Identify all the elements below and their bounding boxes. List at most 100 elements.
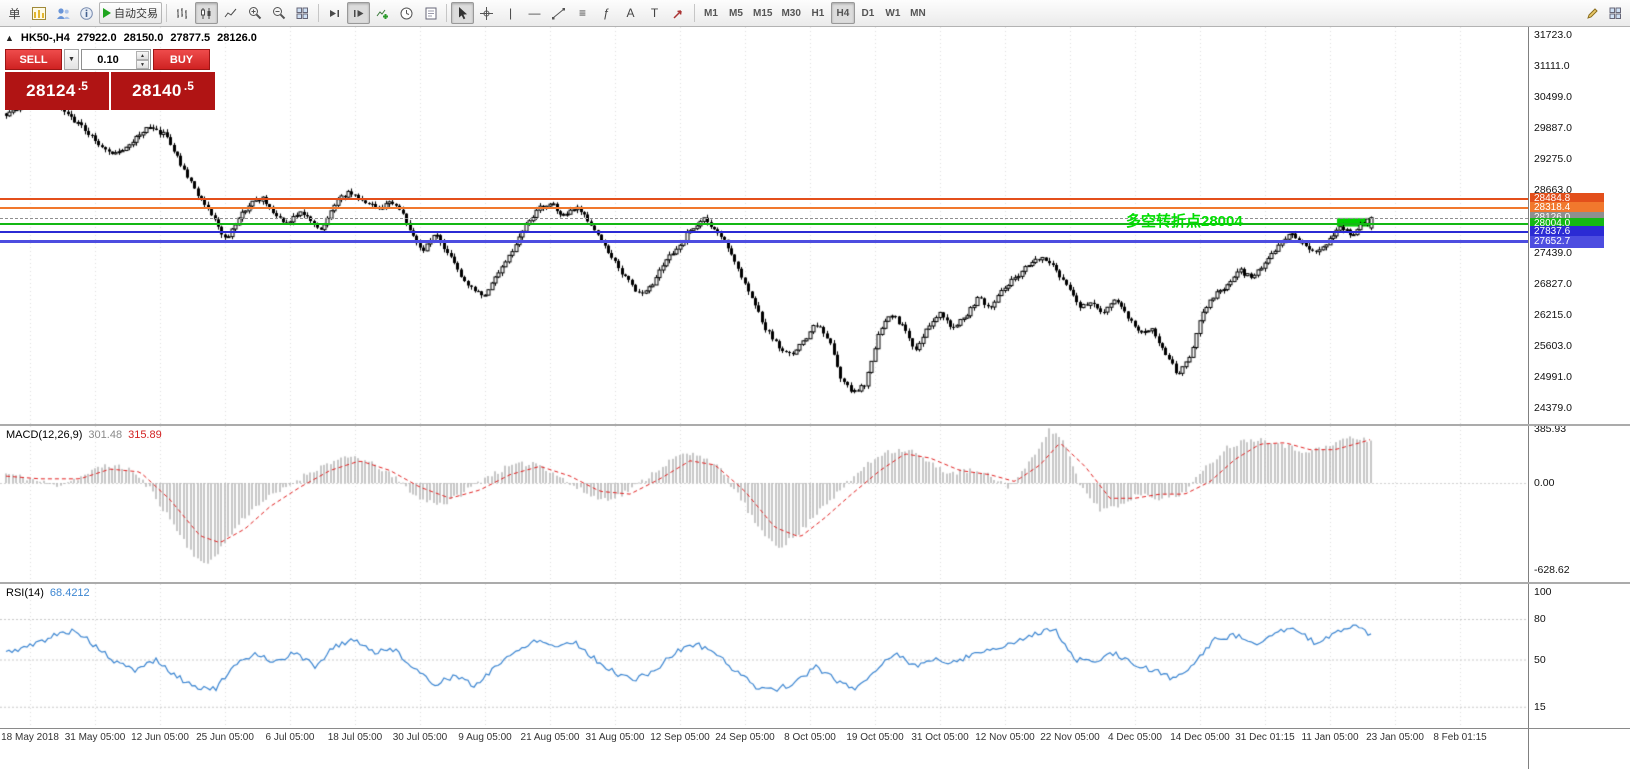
indicator-add-icon bbox=[376, 7, 389, 20]
buy-price-sup: .5 bbox=[183, 79, 194, 93]
new-order-button[interactable]: 单 bbox=[3, 2, 26, 24]
line-mode-button[interactable] bbox=[219, 2, 242, 24]
chart-window-button[interactable] bbox=[27, 2, 50, 24]
hline-28318.4[interactable] bbox=[0, 206, 1528, 209]
periods-button[interactable] bbox=[395, 2, 418, 24]
price-tick-26215.0: 26215.0 bbox=[1534, 308, 1572, 321]
time-tick-9: 31 Aug 05:00 bbox=[585, 732, 645, 743]
info-icon bbox=[80, 6, 93, 20]
buy-price-display[interactable]: 28140 .5 bbox=[111, 72, 215, 110]
price-scale[interactable]: 31723.0 31111.0 30499.0 29887.0 29275.0 28663… bbox=[1528, 27, 1630, 769]
fibonacci-label: ƒ bbox=[603, 6, 610, 20]
buy-button[interactable]: BUY bbox=[153, 49, 210, 70]
autotrade-button[interactable]: 自动交易 bbox=[99, 2, 162, 24]
timeframe-w1-button[interactable]: W1 bbox=[881, 2, 905, 24]
panel-divider-macd[interactable] bbox=[0, 424, 1630, 426]
toolbar-separator bbox=[318, 4, 319, 22]
template-icon bbox=[425, 7, 437, 20]
lot-size-input[interactable] bbox=[82, 53, 134, 66]
hline-28126.0[interactable] bbox=[0, 217, 1528, 219]
zoom-out-button[interactable] bbox=[267, 2, 290, 24]
cursor-button[interactable] bbox=[451, 2, 474, 24]
equidistant-channel-label: ≡ bbox=[578, 6, 586, 20]
chart-annotation-text[interactable]: 多空转折点28004 bbox=[1126, 212, 1243, 230]
timeframe-h4-button[interactable]: H4 bbox=[830, 2, 855, 24]
quick-edit-button[interactable] bbox=[1581, 2, 1604, 24]
trendline-button[interactable] bbox=[547, 2, 570, 24]
hline-27837.6[interactable] bbox=[0, 231, 1528, 234]
zoom-in-icon bbox=[248, 6, 262, 20]
text-button[interactable]: A bbox=[619, 2, 642, 24]
hline-27652.7[interactable] bbox=[0, 240, 1528, 244]
time-scale[interactable]: 18 May 2018 31 May 05:00 12 Jun 05:00 25 Ju… bbox=[0, 729, 1528, 769]
zoom-out-icon bbox=[272, 6, 286, 20]
time-tick-2: 12 Jun 05:00 bbox=[131, 732, 189, 743]
tile-windows-button[interactable] bbox=[291, 2, 314, 24]
timeframe-m5-button[interactable]: M5 bbox=[724, 2, 748, 24]
panel-divider-rsi[interactable] bbox=[0, 582, 1630, 584]
auto-scroll-button[interactable] bbox=[323, 2, 346, 24]
lot-decrease-button[interactable]: ▼ bbox=[136, 60, 149, 69]
timeframe-mn-button[interactable]: MN bbox=[906, 2, 930, 24]
macd-value: 301.48 bbox=[88, 429, 123, 441]
arrows-button[interactable] bbox=[667, 2, 690, 24]
time-tick-11: 24 Sep 05:00 bbox=[715, 732, 775, 743]
timeframe-h1-button[interactable]: H1 bbox=[806, 2, 830, 24]
fibonacci-button[interactable]: ƒ bbox=[595, 2, 618, 24]
equidistant-channel-button[interactable]: ≡ bbox=[571, 2, 594, 24]
buy-price-main: 28140 bbox=[132, 81, 182, 100]
rsi-panel-canvas[interactable] bbox=[0, 584, 1528, 728]
profiles-button[interactable] bbox=[51, 2, 74, 24]
data-window-button[interactable] bbox=[75, 2, 98, 24]
lot-increase-button[interactable]: ▲ bbox=[136, 51, 149, 60]
zoom-in-button[interactable] bbox=[243, 2, 266, 24]
timeframe-m1-button[interactable]: M1 bbox=[699, 2, 723, 24]
horizontal-line-button[interactable]: — bbox=[523, 2, 546, 24]
timeframe-m15-button[interactable]: M15 bbox=[749, 2, 776, 24]
price-tag-27652.7: 27652.7 bbox=[1530, 235, 1604, 248]
auto-scroll-icon bbox=[328, 7, 341, 20]
sell-button[interactable]: SELL bbox=[5, 49, 62, 70]
time-tick-5: 18 Jul 05:00 bbox=[327, 732, 383, 743]
rsi-tick-50: 50 bbox=[1534, 653, 1546, 666]
rsi-name: RSI(14) bbox=[6, 587, 44, 599]
templates-button[interactable] bbox=[419, 2, 442, 24]
toolbar-separator bbox=[446, 4, 447, 22]
one-click-trading-panel: SELL ▼ ▲ ▼ BUY 28124 .5 28140 .5 bbox=[5, 49, 217, 110]
sell-price-display[interactable]: 28124 .5 bbox=[5, 72, 109, 110]
price-tick-25603.0: 25603.0 bbox=[1534, 339, 1572, 352]
chart-window-icon bbox=[31, 6, 46, 20]
candles-icon bbox=[200, 7, 213, 20]
timeframe-m30-button[interactable]: M30 bbox=[777, 2, 804, 24]
time-tick-14: 31 Oct 05:00 bbox=[911, 732, 969, 743]
crosshair-button[interactable] bbox=[475, 2, 498, 24]
time-tick-3: 25 Jun 05:00 bbox=[196, 732, 254, 743]
crosshair-icon bbox=[480, 6, 493, 20]
time-tick-4: 6 Jul 05:00 bbox=[265, 732, 315, 743]
text-label-button[interactable]: T bbox=[643, 2, 666, 24]
timeframe-d1-button[interactable]: D1 bbox=[856, 2, 880, 24]
macd-panel-canvas[interactable] bbox=[0, 426, 1528, 582]
macd-tick-0.00: 0.00 bbox=[1534, 477, 1555, 489]
high-value: 28150.0 bbox=[123, 32, 164, 44]
candles-mode-button[interactable] bbox=[195, 2, 218, 24]
ohlc-info-line: ▲ HK50-,H4 27922.0 28150.0 27877.5 28126… bbox=[5, 32, 257, 44]
price-tick-31111.0: 31111.0 bbox=[1534, 60, 1570, 73]
trendline-icon bbox=[552, 7, 565, 20]
bars-mode-button[interactable] bbox=[171, 2, 194, 24]
trade-options-dropdown[interactable]: ▼ bbox=[64, 49, 79, 70]
time-tick-17: 4 Dec 05:00 bbox=[1108, 732, 1162, 743]
price-tick-29887.0: 29887.0 bbox=[1534, 122, 1572, 135]
trade-panel-toggle-icon[interactable]: ▲ bbox=[5, 33, 14, 43]
indicators-button[interactable] bbox=[371, 2, 394, 24]
time-tick-8: 21 Aug 05:00 bbox=[520, 732, 580, 743]
window-layout-button[interactable] bbox=[1604, 2, 1627, 24]
hline-28004.0[interactable] bbox=[0, 222, 1528, 225]
hline-28484.8[interactable] bbox=[0, 198, 1528, 201]
chart-shift-button[interactable] bbox=[347, 2, 370, 24]
rsi-tick-80: 80 bbox=[1534, 613, 1546, 625]
vertical-line-button[interactable]: | bbox=[499, 2, 522, 24]
price-tick-29275.0: 29275.0 bbox=[1534, 153, 1572, 166]
time-tick-19: 31 Dec 01:15 bbox=[1235, 732, 1295, 743]
main-chart-canvas[interactable] bbox=[0, 27, 1528, 424]
